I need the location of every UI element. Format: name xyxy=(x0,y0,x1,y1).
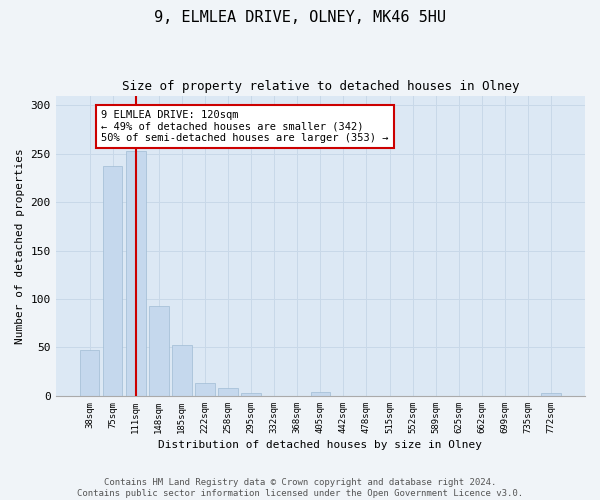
Bar xyxy=(541,393,561,396)
X-axis label: Distribution of detached houses by size in Olney: Distribution of detached houses by size … xyxy=(158,440,482,450)
Bar xyxy=(80,350,100,396)
Text: 9 ELMLEA DRIVE: 120sqm
← 49% of detached houses are smaller (342)
50% of semi-de: 9 ELMLEA DRIVE: 120sqm ← 49% of detached… xyxy=(101,110,389,144)
Title: Size of property relative to detached houses in Olney: Size of property relative to detached ho… xyxy=(122,80,519,93)
Bar xyxy=(149,306,169,396)
Bar xyxy=(311,392,330,396)
Bar xyxy=(195,384,215,396)
Text: 9, ELMLEA DRIVE, OLNEY, MK46 5HU: 9, ELMLEA DRIVE, OLNEY, MK46 5HU xyxy=(154,10,446,25)
Text: Contains HM Land Registry data © Crown copyright and database right 2024.
Contai: Contains HM Land Registry data © Crown c… xyxy=(77,478,523,498)
Bar xyxy=(172,344,191,396)
Y-axis label: Number of detached properties: Number of detached properties xyxy=(15,148,25,344)
Bar xyxy=(218,388,238,396)
Bar xyxy=(126,151,146,396)
Bar xyxy=(103,166,122,396)
Bar xyxy=(241,393,261,396)
